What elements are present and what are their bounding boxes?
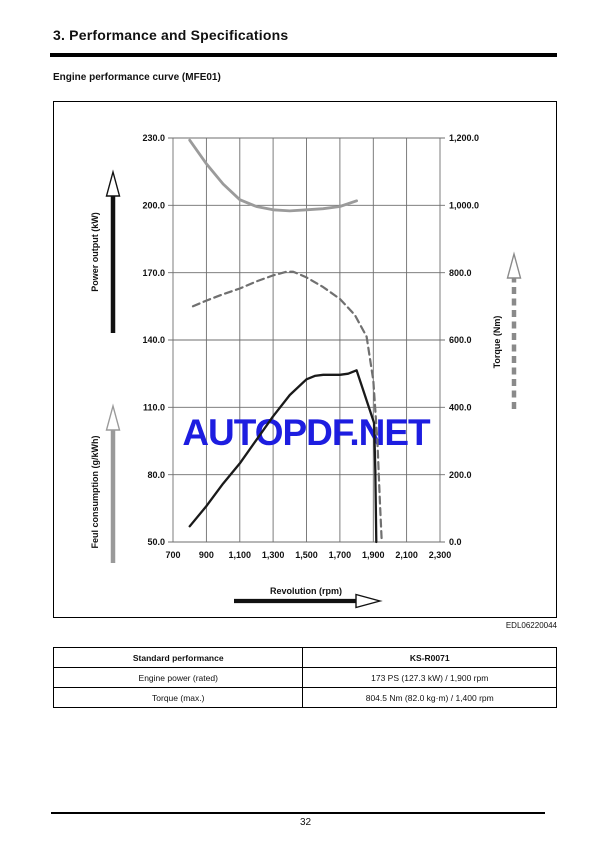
x-axis-tick: 900 [199,550,214,560]
x-axis-tick: 1,900 [362,550,385,560]
left-axis-tick: 170.0 [142,268,165,278]
series-power-output [188,369,378,544]
right-axis-tick: 1,200.0 [449,133,479,143]
page-title: 3. Performance and Specifications [53,27,289,43]
section-heading: Engine performance curve (MFE01) [53,72,221,83]
page-number: 32 [299,817,312,828]
x-axis-tick: 1,100 [229,550,252,560]
revolution-axis-arrow-icon-head [355,593,383,609]
chart-svg: 230.0 1,200.0 200.0 1,000.0 170.0 800.0 140.0 6… [90,133,522,609]
fuel-axis-arrow-icon-head [105,403,121,431]
left-axis-tick: 80.0 [147,470,165,480]
x-axis-tick: 1,700 [329,550,352,560]
fuel-axis-label: Feul consumption (g/kWh) [90,436,100,549]
table-row: Engine power (rated) 173 PS (127.3 kW) / … [52,667,557,688]
x-axis-tick: 2,300 [429,550,452,560]
power-axis-arrow-icon-head [105,169,121,197]
figure-code: EDL06220044 [505,621,557,630]
table-cell-value: 804.5 Nm (82.0 kg·m) / 1,400 rpm [302,687,557,708]
left-axis-tick: 230.0 [142,133,165,143]
torque-axis-arrow-icon-head [506,251,522,279]
table-cell-label: Engine power (rated) [52,667,304,688]
left-axis-tick: 110.0 [143,403,165,413]
table-header-row: Standard performance KS-R0071 [52,647,557,668]
right-axis-tick: 200.0 [449,470,472,480]
table-row: Torque (max.) 804.5 Nm (82.0 kg·m) / 1,40… [52,687,557,708]
watermark: AUTOPDF.NET [182,412,431,453]
torque-axis-label: Torque (Nm) [492,316,502,369]
right-axis-tick: 400.0 [449,403,472,413]
x-axis-tick: 700 [165,550,180,560]
table-cell-value: 173 PS (127.3 kW) / 1,900 rpm [302,667,557,688]
right-axis-tick: 1,000.0 [449,201,479,211]
table-cell-label: Standard performance [52,647,304,668]
right-axis-tick: 600.0 [449,335,472,345]
right-axis-tick: 800.0 [449,268,472,278]
x-axis-tick: 1,300 [262,550,285,560]
performance-table: Standard performance KS-R0071 Engine power… [52,647,557,708]
table-cell-value: KS-R0071 [302,647,557,668]
chart-canvas: 230.0 1,200.0 200.0 1,000.0 170.0 800.0 140.0 6… [54,102,556,616]
series-torque [191,270,383,540]
power-axis-label: Power output (kW) [90,212,100,292]
title-rule [50,53,557,57]
table-cell-label: Torque (max.) [52,687,304,708]
left-axis-tick: 200.0 [142,201,165,211]
left-axis-tick: 50.0 [147,537,165,547]
engine-performance-chart: 230.0 1,200.0 200.0 1,000.0 170.0 800.0 140.0 6… [53,101,557,618]
x-axis-label: Revolution (rpm) [270,586,342,596]
x-axis-tick: 2,100 [395,550,418,560]
footer-rule [51,812,545,814]
right-axis-tick: 0.0 [449,537,462,547]
x-axis-tick: 1,500 [295,550,318,560]
series-fuel-consumption [188,138,359,213]
left-axis-tick: 140.0 [142,335,165,345]
